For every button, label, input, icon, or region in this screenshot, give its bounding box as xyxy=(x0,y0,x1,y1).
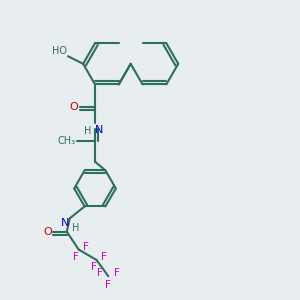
Text: H: H xyxy=(72,223,80,233)
Text: F: F xyxy=(114,268,120,278)
Text: O: O xyxy=(69,102,78,112)
Text: HO: HO xyxy=(52,46,67,56)
Text: F: F xyxy=(83,242,89,252)
Text: O: O xyxy=(43,227,52,237)
Text: N: N xyxy=(95,125,104,135)
Text: F: F xyxy=(106,280,111,290)
Text: CH₃: CH₃ xyxy=(58,136,76,146)
Text: F: F xyxy=(91,262,97,272)
Text: F: F xyxy=(73,252,79,262)
Text: N: N xyxy=(61,218,70,228)
Text: H: H xyxy=(84,126,91,136)
Text: F: F xyxy=(97,268,102,278)
Text: F: F xyxy=(101,252,107,262)
